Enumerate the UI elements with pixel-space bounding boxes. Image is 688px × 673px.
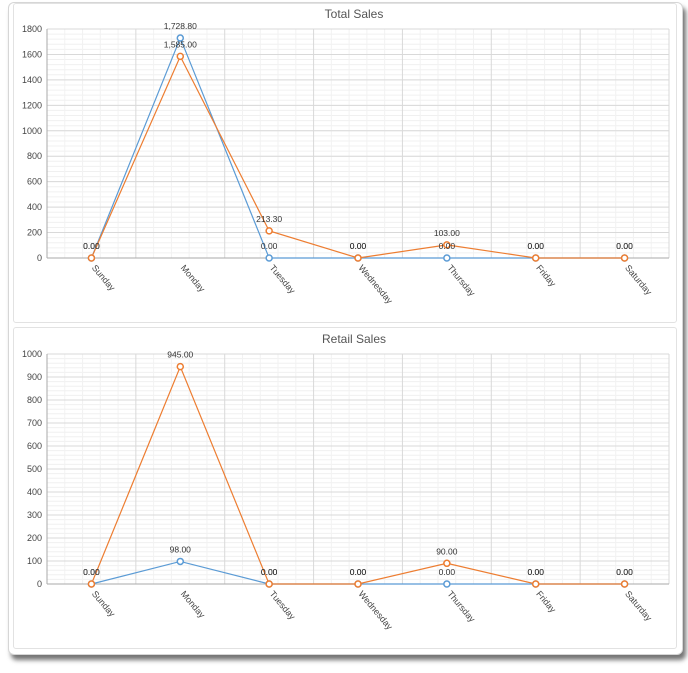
data-label: 0.00 [350, 241, 367, 251]
y-tick-label: 600 [27, 441, 42, 451]
x-tick-label: Thursday [445, 263, 477, 299]
y-tick-label: 0 [37, 253, 42, 263]
data-label: 0.00 [527, 241, 544, 251]
data-label: 0.00 [261, 567, 278, 577]
y-tick-label: 1800 [22, 24, 42, 34]
data-point [265, 227, 273, 235]
data-point [176, 362, 185, 371]
data-label: 0.00 [616, 241, 633, 251]
data-point [531, 254, 540, 262]
retail-sales-chart: Retail Sales 0 100 200 300 400 500 600 700 800 900… [22, 332, 670, 632]
y-tick-label: 800 [27, 151, 42, 161]
data-label: 0.00 [83, 567, 100, 577]
y-tick-label: 400 [27, 202, 42, 212]
data-point [354, 580, 362, 588]
x-tick-label: Tuesday [268, 589, 298, 622]
data-label: 0.00 [439, 241, 456, 251]
retail-sales-panel: Retail Sales 0 100 200 300 400 500 600 700 800 900… [13, 327, 677, 649]
data-point [176, 52, 185, 61]
y-tick-label: 900 [27, 372, 42, 382]
data-point [531, 580, 540, 588]
data-label: 0.00 [616, 567, 633, 577]
data-label: 0.00 [350, 241, 367, 251]
data-label: 1,585.00 [164, 39, 197, 49]
data-label: 0.00 [83, 241, 100, 251]
data-label: 98.00 [170, 544, 192, 554]
y-tick-label: 1000 [22, 349, 42, 359]
data-point [620, 254, 629, 262]
data-label: 0.00 [527, 241, 544, 251]
data-label: 945.00 [167, 350, 193, 360]
y-tick-label: 400 [27, 487, 42, 497]
dashboard-window: Total Sales 0 200 400 600 800 1000 1200 1400 1600… [8, 2, 683, 655]
data-label: 0.00 [439, 567, 456, 577]
data-point [87, 580, 96, 588]
y-tick-label: 500 [27, 464, 42, 474]
data-point [265, 580, 273, 588]
data-point [620, 580, 629, 588]
data-label: 103.00 [434, 228, 460, 238]
data-label: 213.30 [256, 214, 282, 224]
x-tick-label: Saturday [623, 589, 654, 623]
x-tick-label: Thursday [445, 589, 477, 625]
x-tick-label: Sunday [90, 589, 118, 619]
x-tick-label: Wednesday [356, 589, 394, 632]
y-tick-label: 0 [37, 579, 42, 589]
x-tick-label: Wednesday [356, 263, 394, 306]
y-tick-label: 800 [27, 395, 42, 405]
x-tick-label: Saturday [623, 263, 654, 297]
data-label: 0.00 [527, 567, 544, 577]
chart-title: Retail Sales [322, 332, 386, 346]
y-tick-label: 1000 [22, 126, 42, 136]
data-point [443, 580, 451, 588]
data-label: 0.00 [83, 567, 100, 577]
x-tick-label: Tuesday [268, 263, 298, 296]
data-point [354, 254, 362, 262]
data-label: 0.00 [616, 567, 633, 577]
total-sales-panel: Total Sales 0 200 400 600 800 1000 1200 1400 1600… [13, 3, 677, 323]
data-label: 90.00 [436, 546, 458, 556]
y-tick-label: 1400 [22, 75, 42, 85]
data-point [176, 557, 185, 566]
y-tick-label: 100 [27, 556, 42, 566]
y-tick-label: 200 [27, 533, 42, 543]
data-point [265, 254, 273, 262]
data-label: 0.00 [350, 567, 367, 577]
data-label: 0.00 [261, 241, 278, 251]
y-tick-label: 600 [27, 177, 42, 187]
data-label: 0.00 [527, 567, 544, 577]
y-tick-label: 300 [27, 510, 42, 520]
x-tick-label: Sunday [90, 263, 118, 293]
y-tick-label: 700 [27, 418, 42, 428]
data-label: 0.00 [616, 241, 633, 251]
x-tick-label: Monday [179, 589, 208, 620]
chart-title: Total Sales [325, 7, 384, 21]
data-label: 1,728.80 [164, 21, 197, 31]
x-tick-label: Friday [534, 263, 558, 289]
data-point [87, 254, 96, 262]
x-tick-label: Monday [179, 263, 208, 294]
x-tick-label: Friday [534, 589, 558, 615]
total-sales-chart: Total Sales 0 200 400 600 800 1000 1200 1400 1600… [22, 7, 670, 306]
data-point [443, 254, 451, 262]
data-point [443, 241, 451, 249]
y-tick-label: 1600 [22, 49, 42, 59]
y-tick-label: 200 [27, 228, 42, 238]
data-point [176, 34, 185, 42]
data-label: 0.00 [261, 567, 278, 577]
data-point [443, 559, 451, 568]
data-label: 0.00 [83, 241, 100, 251]
data-label: 0.00 [350, 567, 367, 577]
y-tick-label: 1200 [22, 100, 42, 110]
